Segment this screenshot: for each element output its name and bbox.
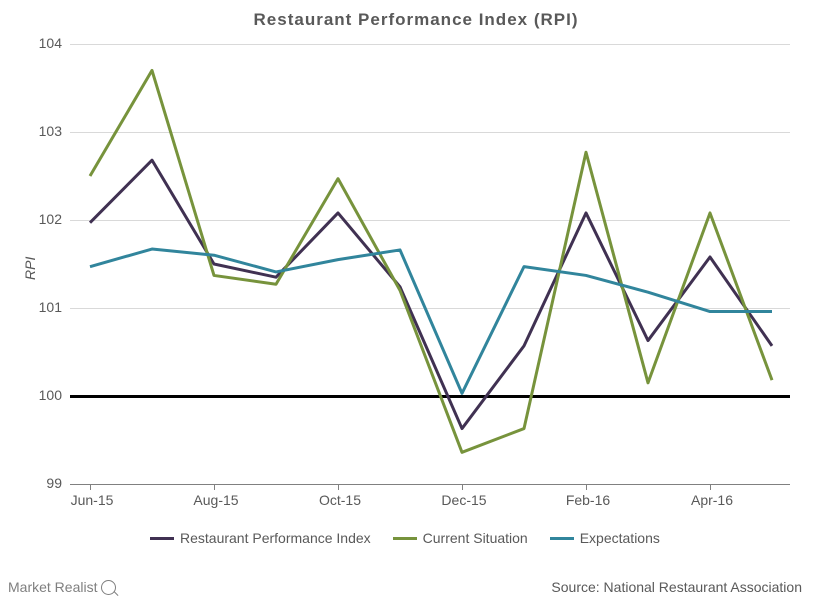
legend-item: Expectations <box>550 530 660 546</box>
legend-label: Current Situation <box>423 530 528 546</box>
x-tick-label: Jun-15 <box>62 492 122 508</box>
source-text: Source: National Restaurant Association <box>551 579 802 595</box>
legend: Restaurant Performance Index Current Situ… <box>150 530 660 546</box>
watermark: Market Realist <box>8 579 116 595</box>
x-tick-label: Aug-15 <box>186 492 246 508</box>
y-tick-label: 99 <box>22 475 62 491</box>
chart-container: Restaurant Performance Index (RPI) RPI 9… <box>0 0 832 601</box>
watermark-text: Market Realist <box>8 579 97 595</box>
x-tick-label: Feb-16 <box>558 492 618 508</box>
legend-label: Restaurant Performance Index <box>180 530 371 546</box>
y-tick-label: 101 <box>22 299 62 315</box>
legend-item: Current Situation <box>393 530 528 546</box>
legend-item: Restaurant Performance Index <box>150 530 371 546</box>
legend-label: Expectations <box>580 530 660 546</box>
x-tick-label: Dec-15 <box>434 492 494 508</box>
x-tick <box>214 484 215 490</box>
magnifier-icon <box>101 580 116 595</box>
x-tick-label: Oct-15 <box>310 492 370 508</box>
y-tick-label: 104 <box>22 35 62 51</box>
y-tick-label: 102 <box>22 211 62 227</box>
y-tick-label: 103 <box>22 123 62 139</box>
x-tick <box>90 484 91 490</box>
plot-area: 99100101102103104Jun-15Aug-15Oct-15Dec-1… <box>70 44 790 484</box>
y-tick-label: 100 <box>22 387 62 403</box>
x-tick <box>462 484 463 490</box>
x-tick <box>586 484 587 490</box>
x-tick-label: Apr-16 <box>682 492 742 508</box>
chart-title: Restaurant Performance Index (RPI) <box>0 10 832 30</box>
series-line <box>90 70 772 452</box>
legend-swatch <box>393 537 417 540</box>
series-lines <box>70 44 790 484</box>
legend-swatch <box>550 537 574 540</box>
legend-swatch <box>150 537 174 540</box>
x-axis-line <box>70 484 790 485</box>
x-tick <box>710 484 711 490</box>
y-axis-label: RPI <box>22 257 38 280</box>
x-tick <box>338 484 339 490</box>
